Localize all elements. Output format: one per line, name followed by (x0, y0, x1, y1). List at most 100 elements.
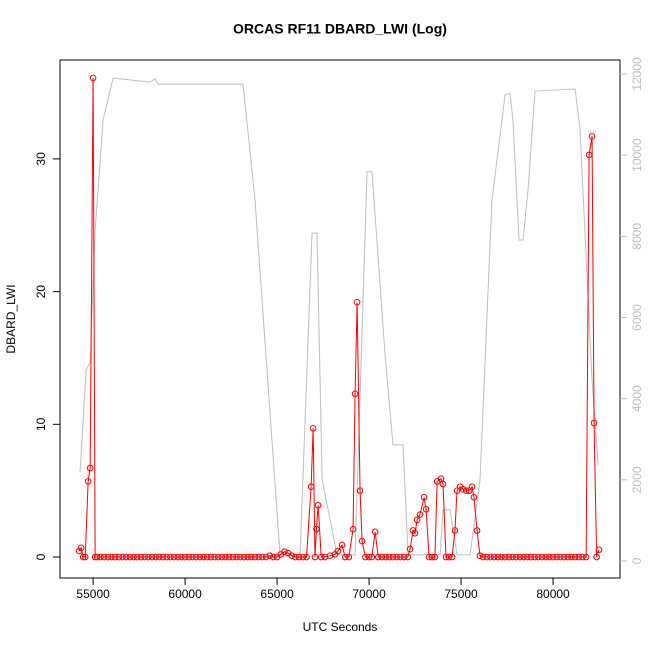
data-point (93, 553, 101, 561)
data-point (266, 552, 274, 560)
x-tick-label: 75000 (444, 587, 478, 601)
data-point (156, 553, 163, 561)
data-point (307, 483, 315, 490)
data-point (299, 553, 307, 561)
series-line (79, 77, 599, 556)
data-point (270, 553, 277, 561)
x-tick-label: 65000 (260, 587, 294, 601)
data-point (571, 553, 579, 561)
data-point (255, 553, 262, 561)
data-point (288, 552, 296, 560)
data-point (382, 553, 389, 561)
data-point (411, 529, 419, 537)
data-point (111, 553, 119, 561)
x-tick-label: 55000 (76, 587, 110, 601)
data-point (509, 553, 516, 561)
data-point (575, 553, 583, 561)
x-tick-label: 70000 (352, 587, 386, 601)
data-point (174, 553, 182, 561)
data-point (141, 553, 148, 561)
data-point (564, 553, 572, 561)
data-point (439, 480, 447, 488)
data-point (585, 151, 593, 159)
data-point (516, 553, 524, 561)
data-point (393, 553, 400, 561)
data-point (119, 553, 126, 561)
y-tick-label: 10 (34, 417, 48, 431)
data-point (104, 553, 112, 561)
data-point (192, 553, 200, 561)
data-point (531, 553, 538, 561)
data-point (259, 553, 266, 561)
data-point (505, 553, 513, 561)
data-point (75, 547, 83, 555)
data-point (244, 553, 251, 561)
data-point (371, 528, 379, 536)
data-point (214, 553, 222, 561)
data-point (553, 553, 561, 561)
y-tick-label: 30 (34, 152, 48, 166)
data-point (262, 553, 270, 561)
data-point (400, 553, 408, 561)
data-point (240, 553, 248, 561)
data-point (108, 553, 115, 561)
data-point (590, 419, 598, 427)
data-point (295, 553, 303, 561)
data-point (413, 516, 421, 524)
x-tick-label: 60000 (168, 587, 202, 601)
data-point (494, 553, 502, 561)
data-point (431, 553, 439, 561)
y2-tick-label: 0 (630, 557, 644, 564)
data-point (542, 553, 549, 561)
data-point (523, 553, 531, 561)
data-point (207, 553, 215, 561)
data-point (218, 553, 226, 561)
data-point (115, 553, 123, 561)
data-point (473, 527, 481, 534)
data-point (501, 553, 509, 561)
data-point (79, 553, 87, 561)
chart-title: ORCAS RF11 DBARD_LWI (Log) (233, 21, 447, 37)
data-point (422, 505, 430, 513)
plot-frame (59, 59, 621, 579)
data-point (317, 553, 325, 561)
data-point (386, 553, 393, 561)
data-point (97, 553, 104, 561)
data-point (189, 553, 196, 561)
data-point (535, 553, 542, 561)
data-point (100, 553, 108, 561)
data-point (404, 553, 412, 561)
data-point (167, 553, 174, 561)
data-point (196, 553, 204, 561)
data-point (181, 553, 189, 561)
data-point (77, 544, 85, 552)
data-point (420, 494, 428, 501)
series-line (78, 77, 600, 558)
data-point (353, 298, 361, 306)
data-point (89, 74, 97, 82)
data-point (148, 553, 156, 561)
data-point (200, 553, 207, 561)
data-point (468, 483, 476, 490)
y2-tick-label: 4000 (630, 385, 644, 412)
data-point (362, 553, 369, 561)
data-point (582, 553, 590, 561)
data-point (236, 553, 244, 561)
data-point (122, 553, 130, 561)
data-point (281, 548, 288, 556)
data-point (152, 553, 159, 561)
data-point (476, 552, 484, 560)
data-point (137, 553, 145, 561)
data-point (311, 553, 319, 561)
data-point (416, 511, 424, 518)
data-point (445, 553, 453, 561)
data-point (84, 478, 92, 485)
data-point (341, 553, 349, 561)
data-point (453, 487, 461, 494)
data-point (560, 553, 568, 561)
y2-tick-label: 10000 (630, 138, 644, 172)
data-point (349, 525, 357, 533)
data-point (303, 553, 310, 561)
y-tick-label: 0 (34, 553, 48, 560)
